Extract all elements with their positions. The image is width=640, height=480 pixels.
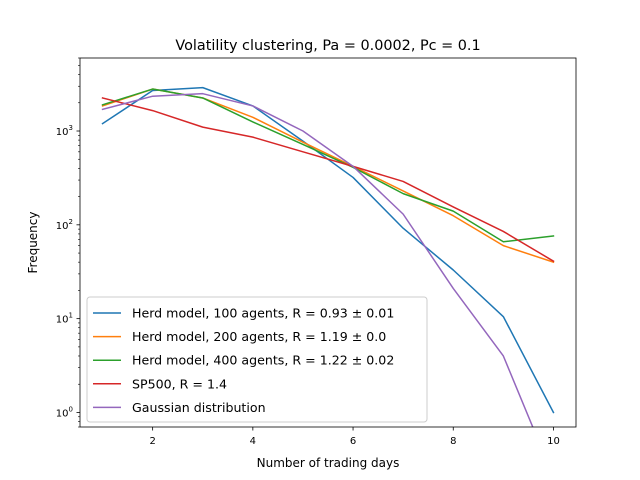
y-axis-ticks: 100 101 102 103: [56, 57, 80, 428]
y-tick-label: 102: [56, 218, 73, 232]
chart-title: Volatility clustering, Pa = 0.0002, Pc =…: [175, 38, 480, 54]
y-tick-label: 103: [56, 124, 73, 138]
x-tick-label: 4: [250, 436, 256, 447]
y-tick-label: 100: [56, 405, 73, 419]
legend-label-2: Herd model, 200 agents, R = 1.19 ± 0.0: [132, 329, 386, 344]
x-tick-label: 6: [350, 436, 356, 447]
x-tick-label: 8: [450, 436, 456, 447]
series-line-5: [101, 92, 534, 427]
series-line-4: [101, 97, 555, 263]
x-tick-label: 10: [547, 436, 560, 447]
legend: Herd model, 100 agents, R = 0.93 ± 0.01 H…: [86, 296, 428, 423]
legend-label-5: Gaussian distribution: [132, 400, 266, 415]
x-axis-ticks: 2 4 6 8 10: [149, 427, 560, 447]
legend-label-3: Herd model, 400 agents, R = 1.22 ± 0.02: [132, 353, 394, 368]
legend-label-4: SP500, R = 1.4: [132, 376, 227, 391]
x-tick-label: 2: [149, 436, 155, 447]
y-tick-label: 101: [56, 312, 73, 326]
plot-frame: [79, 57, 577, 428]
y-axis-label: Frequency: [26, 212, 40, 274]
series-line-3: [101, 88, 555, 243]
legend-label-1: Herd model, 100 agents, R = 0.93 ± 0.01: [132, 306, 394, 321]
legend-box: [86, 296, 428, 423]
series-layer: [101, 86, 555, 427]
x-axis-label: Number of trading days: [257, 456, 400, 470]
